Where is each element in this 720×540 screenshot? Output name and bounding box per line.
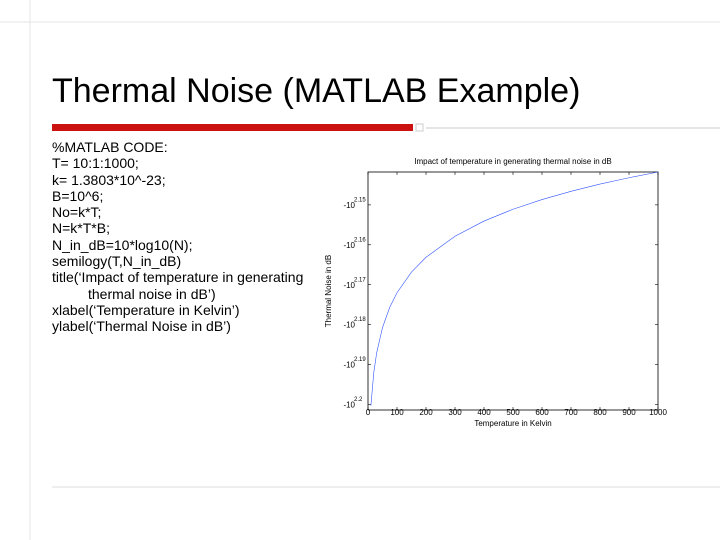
code-line: N_in_dB=10*log10(N); [52, 236, 193, 253]
y-tick-label: -10 [343, 321, 355, 330]
x-tick-label: 800 [593, 408, 607, 417]
x-tick-label: 600 [535, 408, 549, 417]
code-line: semilogy(T,N_in_dB) [52, 253, 182, 270]
y-tick-label: -10 [343, 281, 355, 290]
y-tick-exponent: 2.15 [354, 197, 366, 203]
code-line: ylabel(‘Thermal Noise in dB’) [52, 318, 231, 335]
slide-title: Thermal Noise (MATLAB Example) [52, 72, 581, 110]
y-tick-exponent: 2.18 [354, 317, 366, 323]
chart-title: Impact of temperature in generating ther… [414, 157, 611, 166]
x-tick-label: 1000 [649, 408, 667, 417]
bar-square [415, 123, 424, 132]
code-line: No=k*T; [52, 204, 102, 221]
y-axis-label: Thermal Noise in dB [324, 255, 333, 327]
code-line: title(‘Impact of temperature in generati… [52, 269, 304, 302]
code-block: %MATLAB CODE: T= 10:1:1000; k= 1.3803*10^-… [52, 139, 324, 335]
y-tick-label: -10 [343, 401, 355, 410]
code-line: k= 1.3803*10^-23; [52, 171, 166, 188]
title-bar [52, 124, 413, 131]
x-axis-label: Temperature in Kelvin [474, 419, 551, 428]
code-line: B=10^6; [52, 187, 104, 204]
y-tick-exponent: 2.2 [354, 397, 363, 403]
y-tick-exponent: 2.17 [354, 277, 366, 283]
x-tick-label: 900 [622, 408, 636, 417]
y-tick-exponent: 2.19 [354, 357, 366, 363]
line [370, 171, 659, 406]
code-line: N=k*T*B; [52, 220, 110, 237]
code-line: %MATLAB CODE: [52, 139, 168, 155]
x-tick-label: 100 [390, 408, 404, 417]
y-tick-label: -10 [343, 241, 355, 250]
code-line: T= 10:1:1000; [52, 155, 139, 172]
x-tick-label: 500 [506, 408, 520, 417]
code-line: xlabel(‘Temperature in Kelvin’) [52, 301, 240, 318]
y-tick-label: -10 [343, 201, 355, 210]
x-tick-label: 200 [419, 408, 433, 417]
x-tick-label: 400 [477, 408, 491, 417]
y-tick-label: -10 [343, 361, 355, 370]
x-tick-label: 300 [448, 408, 462, 417]
x-tick-label: 700 [564, 408, 578, 417]
x-tick-label: 0 [366, 408, 371, 417]
y-tick-exponent: 2.16 [354, 237, 366, 243]
plot-area [367, 171, 659, 411]
